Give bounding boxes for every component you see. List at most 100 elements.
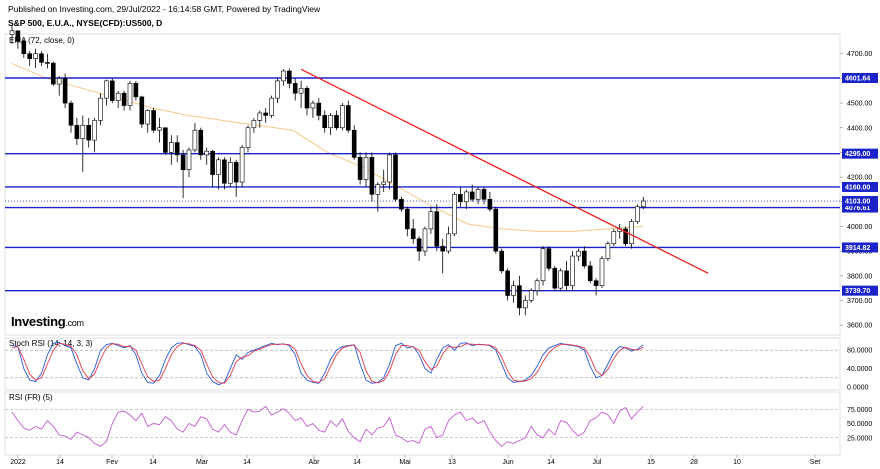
level-tag (842, 285, 878, 296)
candle-body (310, 102, 316, 109)
level-label: 3739.70 (845, 288, 870, 295)
candle-body (522, 300, 528, 309)
candle-body (275, 80, 280, 99)
candle-body (375, 184, 381, 195)
price-tick-label: 3800.00 (847, 273, 872, 280)
candle-body (186, 149, 192, 170)
symbol-title: S&P 500, E.U.A., NYSE(CFD):US500, D (8, 18, 163, 28)
candle-body (169, 142, 174, 153)
candle-body (605, 243, 611, 259)
candle-body (640, 200, 646, 208)
candle-body (469, 191, 475, 200)
candle-body (463, 191, 469, 203)
x-tick-label: 14 (149, 459, 157, 466)
level-label: 4295.00 (845, 151, 870, 158)
x-tick-label: 15 (647, 459, 655, 466)
candle-body (174, 142, 180, 156)
candle-body (581, 250, 587, 267)
candle-body (9, 30, 15, 35)
candle-body (599, 258, 605, 286)
candle-body (493, 208, 499, 252)
candle-body (110, 80, 115, 101)
candle-body (422, 228, 428, 252)
candle-body (381, 181, 387, 185)
candle-body (316, 102, 322, 116)
candle-body (104, 80, 109, 99)
level-label: 3914.82 (845, 245, 870, 252)
price-tick-label: 3700.00 (847, 298, 872, 305)
x-tick-label: 2022 (10, 459, 26, 466)
candle-body (570, 255, 575, 286)
x-tick-label: Abr (309, 459, 321, 466)
candle-body (487, 199, 493, 210)
candle-body (322, 115, 328, 129)
candle-body (281, 70, 286, 82)
stoch-rsi-label: Stoch RSI (14, 14, 3, 3) (9, 339, 93, 348)
price-tick-label: 4000.00 (847, 224, 872, 231)
x-tick-label: Jun (502, 459, 513, 466)
candle-body (546, 248, 552, 269)
candle-body (80, 124, 86, 139)
price-panel (4, 33, 841, 336)
candle-body (210, 150, 215, 175)
candle-body (233, 161, 239, 183)
candle-body (499, 250, 505, 272)
candle-body (86, 124, 91, 141)
x-tick-label: 10 (733, 459, 741, 466)
x-tick-label: 14 (547, 459, 555, 466)
candle-body (298, 87, 304, 94)
candle-body (204, 150, 209, 156)
candle-body (534, 280, 540, 291)
candle-body (68, 102, 74, 126)
candle-body (623, 228, 628, 245)
candle-body (157, 127, 162, 131)
level-tag (842, 202, 878, 213)
candle-body (611, 231, 617, 245)
candle-body (133, 83, 139, 98)
candle-body (576, 250, 581, 257)
candle-body (139, 96, 145, 125)
x-tick-label: 13 (448, 459, 456, 466)
candle-body (505, 270, 510, 296)
candle-body (222, 159, 227, 184)
candle-body (45, 62, 50, 64)
candle-body (363, 157, 369, 180)
candle-body (115, 92, 121, 101)
candle-body (399, 199, 404, 210)
price-tick-label: 4700.00 (847, 51, 872, 58)
level-label: 4076.61 (845, 205, 870, 212)
candle-body (558, 270, 564, 289)
candle-body (446, 233, 451, 252)
candle-body (39, 53, 44, 63)
candle-body (286, 70, 292, 84)
stoch-tick-label: 0.0000 (847, 385, 869, 392)
candle-body (245, 127, 251, 148)
candle-body (92, 120, 97, 141)
candle-body (434, 211, 440, 247)
price-tick-label: 4200.00 (847, 175, 872, 182)
candle-body (629, 221, 634, 245)
candle-body (552, 268, 558, 289)
candle-body (50, 62, 56, 85)
level-label: 4160.00 (845, 184, 870, 191)
rsi-panel (4, 391, 841, 456)
candle-body (292, 83, 298, 94)
candle-body (304, 87, 310, 109)
publish-info: Published on Investing.com, 29/Jul/2022 … (8, 4, 321, 14)
x-tick-label: 28 (690, 459, 698, 466)
candle-body (416, 238, 422, 252)
level-label: 4601.64 (845, 76, 870, 83)
level-tag (842, 73, 878, 84)
candle-body (269, 97, 274, 116)
rsi-series-line (11, 405, 644, 447)
candle-body (263, 112, 269, 116)
price-tick-label: 4500.00 (847, 101, 872, 108)
candle-body (216, 159, 221, 175)
x-tick-label: Fev (106, 459, 118, 466)
stoch-tick-label: 40.0000 (847, 366, 872, 373)
rsi-label: RSI (FR) (5) (9, 393, 53, 402)
candle-body (239, 147, 245, 183)
candle-body (257, 112, 263, 121)
x-tick-label: 14 (243, 459, 251, 466)
